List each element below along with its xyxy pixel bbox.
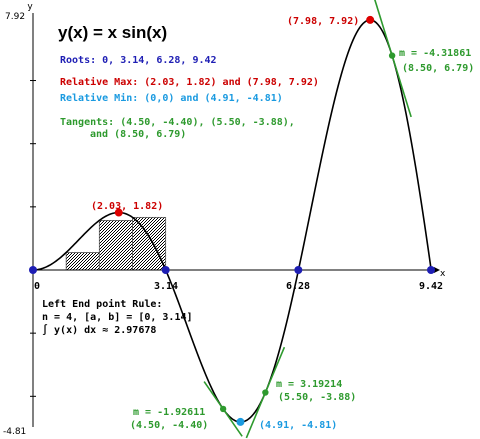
relative-max-text: Relative Max: (2.03, 1.82) and (7.98, 7.… xyxy=(60,76,319,88)
riemann-rectangles xyxy=(65,216,167,271)
root-point-2 xyxy=(161,266,170,274)
roots-text: Roots: 0, 3.14, 6.28, 9.42 xyxy=(60,55,217,66)
extremum-point-1 xyxy=(114,208,123,217)
tangent-3-point: (8.50, 6.79) xyxy=(402,63,474,74)
relative-min-text: Relative Min: (0,0) and (4.91, -4.81) xyxy=(60,92,283,104)
x-tick-label-1: 3.14 xyxy=(154,281,178,292)
x-tick-label-3: 9.42 xyxy=(419,281,443,292)
max-label-1: (2.03, 1.82) xyxy=(91,201,163,212)
extremum-point-3 xyxy=(236,417,245,426)
root-point-3 xyxy=(294,266,303,274)
tangent-1-point: (4.50, -4.40) xyxy=(130,420,208,431)
x-tick-label-0: 0 xyxy=(34,281,40,292)
riemann-rect-3 xyxy=(98,219,133,271)
riemann-n-text: n = 4, [a, b] = [0, 3.14] xyxy=(42,312,193,323)
root-point-1 xyxy=(29,266,37,274)
x-tick-label-2: 6.28 xyxy=(286,281,310,292)
tangent-2-point: (5.50, -3.88) xyxy=(278,392,356,403)
curve-x-sin-x xyxy=(32,19,432,423)
riemann-integral-text: ∫ y(x) dx ≈ 2.97678 xyxy=(42,324,156,336)
tangent-3-slope: m = -4.31861 xyxy=(399,48,471,59)
root-point-4 xyxy=(427,266,435,274)
y-axis-label: y xyxy=(27,2,33,12)
max-label-2: (7.98, 7.92) xyxy=(287,16,359,27)
tangent-point-1 xyxy=(219,405,227,413)
point-markers xyxy=(29,15,435,426)
x-axis-label: x xyxy=(440,269,446,279)
x-axis-arrow xyxy=(434,267,440,273)
tangent-lines xyxy=(203,0,412,439)
min-label: (4.91, -4.81) xyxy=(259,420,337,431)
y-min-label: -4.81 xyxy=(3,427,26,437)
riemann-rect-4 xyxy=(132,216,167,271)
tangent-point-3 xyxy=(388,52,396,59)
riemann-rule-text: Left End point Rule: xyxy=(42,298,162,310)
extremum-point-2 xyxy=(366,15,375,24)
tangent-2-slope: m = 3.19214 xyxy=(276,379,342,390)
riemann-rect-2 xyxy=(65,252,100,271)
tangents-text-line2: and (8.50, 6.79) xyxy=(90,129,186,140)
tangents-text-line1: Tangents: (4.50, -4.40), (5.50, -3.88), xyxy=(60,117,295,128)
tangent-point-2 xyxy=(262,389,269,396)
tangent-1-slope: m = -1.92611 xyxy=(133,407,205,418)
y-max-label: 7.92 xyxy=(5,12,25,22)
chart-title: y(x) = x sin(x) xyxy=(58,23,167,42)
